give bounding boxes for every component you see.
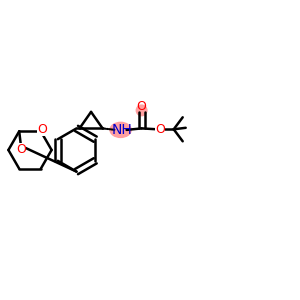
Text: O: O bbox=[38, 123, 47, 136]
Text: O: O bbox=[137, 100, 146, 113]
Text: NH: NH bbox=[111, 123, 132, 137]
Text: O: O bbox=[16, 143, 26, 156]
Text: O: O bbox=[155, 123, 165, 136]
Ellipse shape bbox=[110, 122, 132, 138]
Ellipse shape bbox=[136, 104, 148, 116]
